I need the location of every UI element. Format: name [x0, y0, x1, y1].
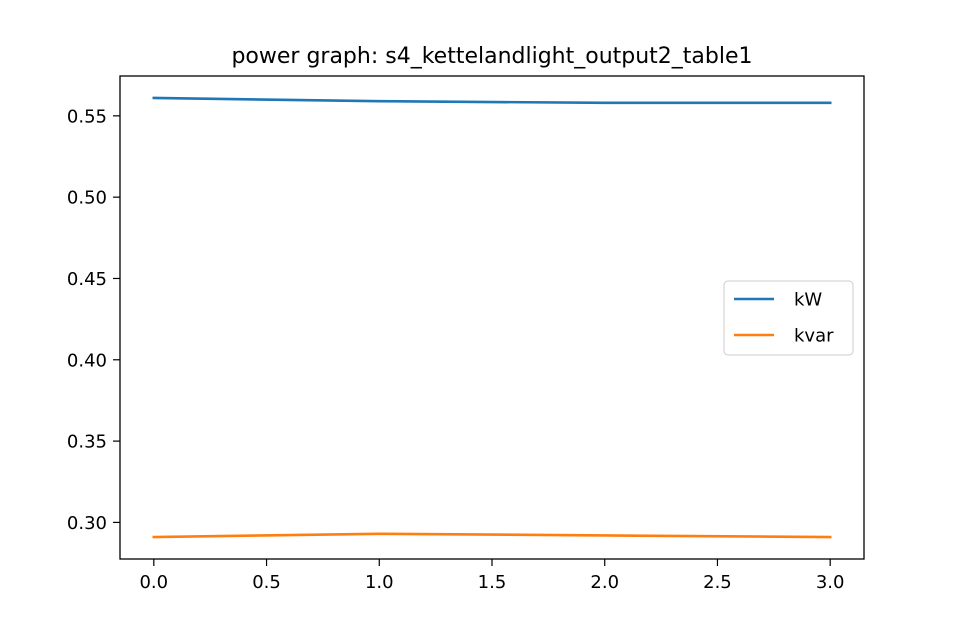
y-axis: 0.30 0.35 0.40 0.45 0.50 0.55 — [67, 106, 120, 534]
plot-frame — [119, 75, 865, 560]
series-layer — [152, 96, 832, 539]
x-tick-label: 3.0 — [816, 572, 845, 593]
y-tick-label: 0.35 — [67, 432, 107, 453]
chart-title: power graph: s4_kettelandlight_output2_t… — [231, 44, 752, 69]
y-tick-label: 0.30 — [67, 513, 107, 534]
x-tick-label: 0.5 — [252, 572, 281, 593]
y-tick-label: 0.55 — [67, 106, 107, 127]
legend-label-kW: kW — [794, 290, 822, 311]
y-tick-label: 0.45 — [67, 269, 107, 290]
x-tick-label: 0.0 — [139, 572, 168, 593]
x-axis: 0.0 0.5 1.0 1.5 2.0 2.5 3.0 — [139, 559, 845, 593]
series-line-kvar — [152, 532, 832, 539]
x-tick-label: 2.0 — [590, 572, 619, 593]
legend-label-kvar: kvar — [794, 326, 834, 347]
x-tick-label: 2.5 — [703, 572, 732, 593]
y-tick-label: 0.50 — [67, 188, 107, 209]
x-tick-label: 1.5 — [478, 572, 507, 593]
series-line-kW — [152, 96, 832, 105]
y-tick-label: 0.40 — [67, 350, 107, 371]
legend: kW kvar — [723, 280, 854, 356]
legend-box — [723, 280, 854, 356]
x-tick-label: 1.0 — [365, 572, 394, 593]
